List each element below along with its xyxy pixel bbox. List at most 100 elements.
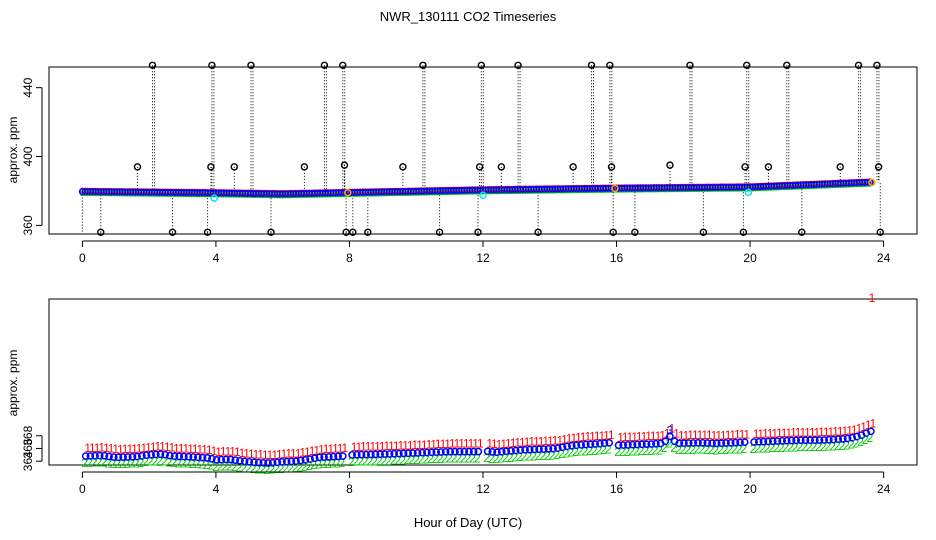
outlier-point — [739, 228, 748, 236]
ch2-label: 2 — [142, 455, 149, 469]
bottom-y-axis-title: approx. ppm — [6, 350, 20, 417]
top-y-tick-label: 440 — [21, 77, 35, 97]
ch1-label: 1 — [627, 430, 634, 444]
mean-point — [137, 452, 146, 460]
mean-point — [820, 436, 829, 444]
mean-point — [296, 456, 305, 465]
mean-point — [684, 439, 693, 447]
outlier-point — [534, 228, 542, 236]
mean-point — [586, 440, 595, 449]
ch1-label: 1 — [869, 291, 876, 305]
ch2-label: 2 — [348, 455, 355, 469]
mean-point — [418, 448, 427, 457]
ch2-label: 2 — [843, 438, 850, 452]
bottom-panel: approx. ppm 1212121212121212121212121212… — [6, 291, 918, 496]
mean-point — [703, 439, 712, 447]
mean-point — [212, 456, 221, 464]
mean-point — [605, 438, 614, 447]
ch2-label: 2 — [446, 452, 453, 466]
ch1-label: 1 — [323, 442, 330, 456]
ch2-label: 2 — [862, 433, 869, 447]
ch1-label: 1 — [771, 426, 778, 440]
ch2-label: 2 — [451, 452, 458, 466]
ch1-label: 1 — [865, 418, 872, 432]
mean-point — [563, 442, 571, 451]
outlier-point — [666, 161, 674, 169]
mean-point — [348, 451, 356, 459]
mean-point — [595, 439, 604, 448]
ch2-label: 2 — [614, 445, 621, 459]
ch2-label: 2 — [409, 453, 416, 467]
mean-point — [329, 452, 338, 461]
ch1-label: 1 — [496, 437, 503, 451]
ch2-label: 2 — [839, 439, 846, 453]
ch1-label: 1 — [645, 429, 652, 443]
ch1-label: 1 — [528, 435, 535, 449]
ch1-label: 1 — [762, 427, 769, 441]
ch2-label: 2 — [581, 444, 588, 458]
top-x-tick-label: 20 — [743, 251, 757, 265]
mean-point — [198, 453, 207, 462]
highlight-marker — [479, 191, 487, 200]
ch1-label: 1 — [248, 447, 255, 461]
mean-point — [362, 450, 371, 459]
ch2-label: 2 — [170, 456, 177, 470]
mean-point — [544, 444, 553, 453]
mean-point — [123, 453, 132, 461]
mean-point — [628, 440, 637, 449]
mean-point — [712, 439, 721, 448]
outlier-point — [477, 61, 486, 69]
ch2-label: 2 — [296, 460, 303, 474]
mean-point — [810, 436, 819, 445]
ch2-label: 2 — [399, 453, 406, 467]
mean-point — [166, 451, 174, 460]
mean-point — [801, 436, 810, 445]
ch2-label: 2 — [670, 441, 677, 455]
ch2-label: 2 — [109, 457, 116, 471]
ch3-label: 3 — [667, 423, 674, 437]
ch1-label: 1 — [514, 436, 521, 450]
ch1-label: 1 — [552, 434, 559, 448]
mean-point — [399, 449, 408, 458]
ch2-label: 2 — [338, 456, 345, 470]
x-axis-title: Hour of Day (UTC) — [413, 515, 523, 530]
ch2-label: 2 — [801, 440, 808, 454]
mean-point — [507, 447, 515, 455]
ch2-label: 2 — [217, 460, 224, 474]
ch2-label: 2 — [530, 449, 537, 463]
mean-point — [194, 453, 202, 462]
ch1-label: 1 — [89, 441, 96, 455]
ch1-label: 1 — [795, 425, 802, 439]
mean-point — [806, 436, 815, 445]
mean-point — [338, 452, 347, 460]
mean-point — [619, 441, 628, 449]
ch1-label: 1 — [173, 441, 180, 455]
ch1-label: 1 — [538, 434, 545, 448]
ch1-label: 1 — [159, 439, 166, 453]
ch2-label: 2 — [156, 454, 163, 468]
ch2-label: 2 — [282, 462, 289, 476]
mean-point — [488, 447, 497, 456]
ch2-label: 2 — [680, 443, 687, 457]
ch1-label: 1 — [374, 439, 381, 453]
ch2-label: 2 — [759, 442, 766, 456]
mean-point — [740, 438, 749, 447]
ch1-label: 1 — [846, 424, 853, 438]
mean-point — [366, 450, 375, 459]
ch2-label: 2 — [376, 454, 383, 468]
ch1-label: 1 — [603, 428, 610, 442]
ch1-label: 1 — [154, 440, 161, 454]
ch2-label: 2 — [535, 449, 542, 463]
ch2-label: 2 — [366, 454, 373, 468]
mean-point — [778, 437, 786, 445]
mean-point — [432, 448, 441, 457]
ch1-label: 1 — [641, 429, 648, 443]
ch1-label: 1 — [776, 426, 783, 440]
bottom-x-tick-label: 12 — [476, 482, 490, 496]
ch2-label: 2 — [544, 449, 551, 463]
ch2-label: 2 — [151, 454, 158, 468]
mean-point — [352, 450, 361, 459]
ch1-label: 1 — [566, 432, 573, 446]
ch1-label: 1 — [687, 428, 694, 442]
ch1-label: 1 — [318, 442, 325, 456]
